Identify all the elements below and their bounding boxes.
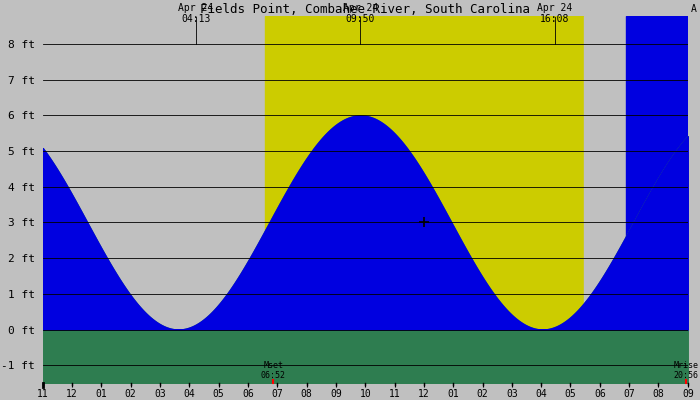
Text: Apr 24
16:08: Apr 24 16:08 <box>537 3 572 24</box>
Text: Mrise
20:56: Mrise 20:56 <box>673 361 699 380</box>
Text: Mset
06:52: Mset 06:52 <box>261 361 286 380</box>
Text: Apr 24
09:50: Apr 24 09:50 <box>343 3 378 24</box>
Bar <box>626 16 700 383</box>
Bar <box>265 16 584 383</box>
Bar <box>43 16 265 383</box>
Title: Fields Point, Combahee River, South Carolina: Fields Point, Combahee River, South Caro… <box>200 2 531 16</box>
Text: A: A <box>691 4 697 14</box>
Text: Apr 24
04:13: Apr 24 04:13 <box>178 3 214 24</box>
Bar <box>584 16 626 383</box>
